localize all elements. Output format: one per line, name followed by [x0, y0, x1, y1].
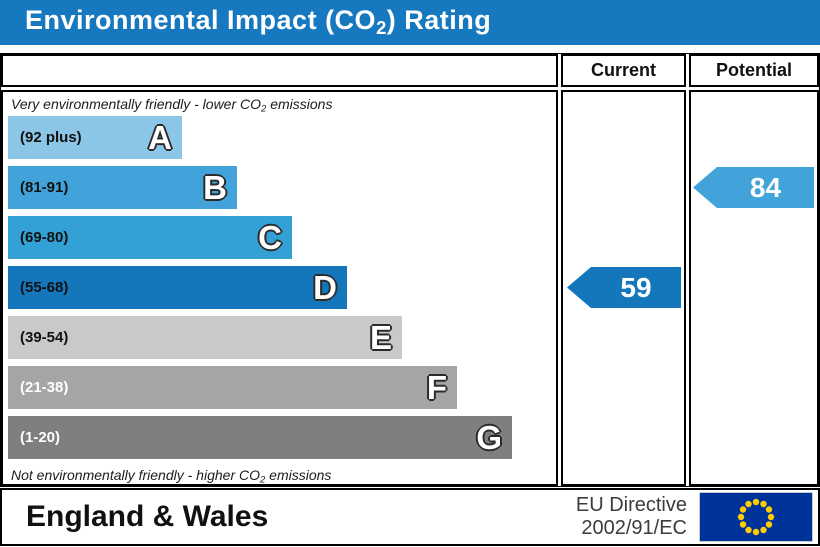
region-label: England & Wales	[26, 500, 269, 533]
potential-column: 84	[689, 90, 819, 486]
band-range-label-c: (69-80)	[20, 229, 69, 246]
band-bar-f: (21-38) F	[8, 366, 457, 409]
band-bar-c: (69-80) C	[8, 216, 292, 259]
band-row-e: (39-54) E	[8, 316, 556, 359]
eu-directive-line2: 2002/91/EC	[581, 517, 687, 539]
bottom-note: Not environmentally friendly - higher CO…	[3, 466, 556, 484]
band-letter-a: A	[148, 119, 172, 156]
header-current: Current	[561, 54, 686, 87]
title-bar: Environmental Impact (CO2) Rating	[0, 0, 820, 45]
band-letter-f: F	[426, 369, 447, 406]
page-title-text: Environmental Impact (CO	[25, 5, 377, 36]
bottom-note-subscript: 2	[260, 474, 266, 486]
band-row-c: (69-80) C	[8, 216, 556, 259]
eu-flag-stars	[737, 498, 775, 536]
band-letter-b: B	[203, 169, 227, 206]
band-bar-e: (39-54) E	[8, 316, 402, 359]
band-range-label-e: (39-54)	[20, 329, 69, 346]
page-title: Environmental Impact (CO2) Rating	[25, 5, 491, 39]
top-note-suffix: emissions	[266, 96, 333, 112]
top-note: Very environmentally friendly - lower CO…	[3, 92, 556, 116]
bands-column: Very environmentally friendly - lower CO…	[1, 90, 558, 486]
bottom-note-suffix: emissions	[265, 467, 332, 483]
band-row-a: (92 plus) A	[8, 116, 556, 159]
band-range-label-g: (1-20)	[20, 429, 61, 446]
band-range-label-b: (81-91)	[20, 179, 69, 196]
bottom-note-text: Not environmentally friendly - higher CO	[11, 467, 260, 483]
bands-list: (92 plus) A (81-91) B (69-80) C (55-68) D (39-54…	[3, 116, 556, 459]
band-bar-a: (92 plus) A	[8, 116, 182, 159]
band-row-g: (1-20) G	[8, 416, 556, 459]
header-blank-cell	[1, 54, 558, 87]
band-range-label-f: (21-38)	[20, 379, 69, 396]
current-rating-arrow: 59	[567, 267, 681, 308]
band-range-label-d: (55-68)	[20, 279, 69, 296]
band-row-b: (81-91) B	[8, 166, 556, 209]
band-bar-g: (1-20) G	[8, 416, 512, 459]
top-note-text: Very environmentally friendly - lower CO	[11, 96, 262, 112]
band-bar-b: (81-91) B	[8, 166, 237, 209]
page-title-suffix: ) Rating	[386, 5, 492, 36]
potential-rating-value: 84	[749, 171, 782, 203]
band-letter-e: E	[369, 319, 392, 356]
band-letter-c: C	[258, 219, 282, 256]
band-letter-g: G	[476, 419, 502, 456]
current-column: 59	[561, 90, 686, 486]
eu-directive-label: EU Directive 2002/91/EC	[576, 494, 687, 540]
band-row-d: (55-68) D	[8, 266, 556, 309]
band-range-label-a: (92 plus)	[20, 129, 82, 146]
page-title-subscript: 2	[376, 17, 387, 39]
top-note-subscript: 2	[261, 103, 267, 115]
header-potential: Potential	[689, 54, 819, 87]
footer-bar: England & Wales EU Directive 2002/91/EC	[0, 488, 820, 546]
eu-flag-icon	[699, 492, 813, 542]
rating-table: Current Potential Very environmentally f…	[0, 53, 820, 487]
current-rating-value: 59	[620, 271, 652, 303]
band-bar-d: (55-68) D	[8, 266, 347, 309]
band-row-f: (21-38) F	[8, 366, 556, 409]
band-letter-d: D	[313, 269, 337, 306]
potential-rating-arrow: 84	[693, 167, 814, 208]
eu-directive-line1: EU Directive	[575, 494, 687, 516]
